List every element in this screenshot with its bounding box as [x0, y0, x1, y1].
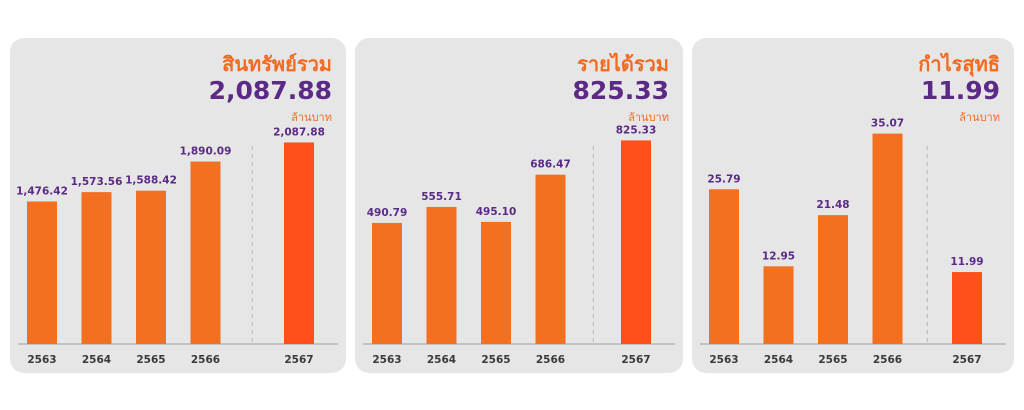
total-revenue-bar-chart: 490.79 2563 555.71 2564 495.10 2565 686.47 2566…	[363, 124, 675, 366]
bar-2565	[481, 221, 511, 344]
unit-label: ล้านบาท	[959, 111, 1000, 124]
bar-2567	[621, 140, 651, 344]
value-label-2565: 21.48	[816, 199, 849, 211]
value-label-2564: 1,573.56	[71, 176, 123, 188]
value-label-2567: 11.99	[950, 256, 983, 268]
year-label-2566: 2566	[191, 354, 220, 366]
year-label-2564: 2564	[764, 354, 793, 366]
year-label-2564: 2564	[427, 354, 456, 366]
value-label-2567: 2,087.88	[273, 126, 325, 138]
value-label-2566: 686.47	[530, 159, 571, 171]
year-label-2564: 2564	[82, 354, 111, 366]
value-label-2564: 555.71	[421, 191, 462, 203]
headline-value: 2,087.88	[208, 76, 332, 105]
year-label-2566: 2566	[873, 354, 902, 366]
total-assets-bar-chart: 1,476.42 2563 1,573.56 2564 1,588.42 2565 1,89…	[16, 126, 338, 366]
value-label-2564: 12.95	[762, 250, 795, 262]
bar-2567	[952, 272, 982, 344]
year-label-2565: 2565	[481, 354, 510, 366]
bar-2563	[27, 201, 57, 344]
bar-2565	[136, 190, 166, 344]
headline-value: 825.33	[572, 76, 669, 105]
value-label-2565: 1,588.42	[125, 175, 177, 187]
bar-2565	[818, 215, 848, 344]
bar-2566	[535, 174, 566, 344]
bar-2563	[709, 189, 739, 344]
total-revenue-panel: รายได้รวม 825.33 ล้านบาท 490.79 2563 555.7…	[355, 38, 683, 373]
unit-label: ล้านบาท	[291, 111, 332, 124]
year-label-2565: 2565	[136, 354, 165, 366]
bar-2563	[372, 222, 402, 344]
year-label-2565: 2565	[818, 354, 847, 366]
bar-2567	[284, 142, 314, 344]
panel-title: รายได้รวม	[577, 52, 669, 76]
net-profit-panel: กำไรสุทธิ 11.99 ล้านบาท 25.79 2563 12.95 25…	[692, 38, 1014, 373]
net-profit-bar-chart: 25.79 2563 12.95 2564 21.48 2565 35.07 2566 11.9…	[700, 118, 1006, 366]
value-label-2563: 1,476.42	[16, 185, 68, 197]
panel-title: สินทรัพย์รวม	[222, 52, 332, 76]
year-label-2567: 2567	[284, 354, 313, 366]
year-label-2566: 2566	[536, 354, 565, 366]
year-label-2563: 2563	[27, 354, 56, 366]
total-assets-panel: สินทรัพย์รวม 2,087.88 ล้านบาท 1,476.42 25…	[10, 38, 346, 373]
value-label-2566: 35.07	[871, 118, 904, 130]
bar-2564	[426, 206, 457, 344]
bar-2564	[763, 266, 794, 344]
year-label-2563: 2563	[709, 354, 738, 366]
value-label-2563: 25.79	[707, 173, 740, 185]
year-label-2567: 2567	[952, 354, 981, 366]
headline-value: 11.99	[920, 76, 1000, 105]
panel-title: กำไรสุทธิ	[918, 52, 1000, 76]
year-label-2567: 2567	[621, 354, 650, 366]
value-label-2566: 1,890.09	[180, 146, 232, 158]
bar-2566	[872, 133, 903, 344]
bar-2564	[81, 192, 112, 344]
bar-2566	[190, 161, 221, 344]
value-label-2565: 495.10	[476, 206, 517, 218]
value-label-2567: 825.33	[616, 124, 657, 136]
value-label-2563: 490.79	[367, 207, 408, 219]
unit-label: ล้านบาท	[628, 111, 669, 124]
year-label-2563: 2563	[372, 354, 401, 366]
